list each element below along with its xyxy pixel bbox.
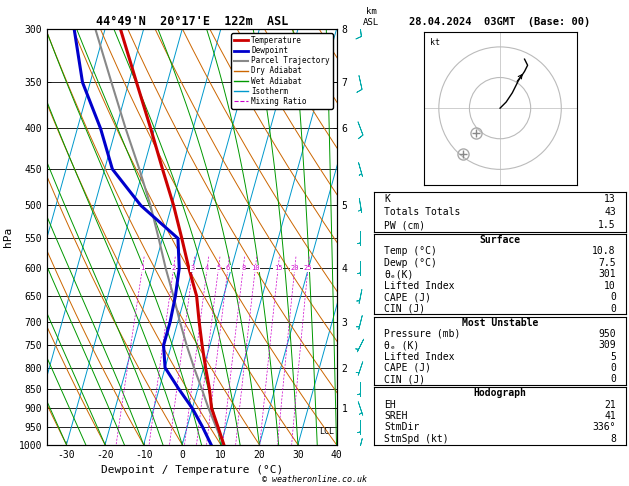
Text: 8: 8 xyxy=(610,434,616,444)
Text: 8: 8 xyxy=(241,265,245,271)
Text: 20: 20 xyxy=(291,265,299,271)
Text: Lifted Index: Lifted Index xyxy=(384,351,455,362)
Text: 309: 309 xyxy=(598,340,616,350)
Y-axis label: hPa: hPa xyxy=(3,227,13,247)
Text: 7.5: 7.5 xyxy=(598,258,616,268)
Text: Temp (°C): Temp (°C) xyxy=(384,246,437,257)
Text: 4: 4 xyxy=(205,265,209,271)
Text: CIN (J): CIN (J) xyxy=(384,374,425,384)
Text: CAPE (J): CAPE (J) xyxy=(384,292,431,302)
Text: 41: 41 xyxy=(604,411,616,421)
Text: 28.04.2024  03GMT  (Base: 00): 28.04.2024 03GMT (Base: 00) xyxy=(409,17,591,27)
Text: 336°: 336° xyxy=(593,422,616,433)
Text: StmSpd (kt): StmSpd (kt) xyxy=(384,434,449,444)
Text: 10.8: 10.8 xyxy=(593,246,616,257)
Text: StmDir: StmDir xyxy=(384,422,420,433)
Text: CAPE (J): CAPE (J) xyxy=(384,363,431,373)
Text: 2: 2 xyxy=(172,265,175,271)
Text: SREH: SREH xyxy=(384,411,408,421)
Text: 1: 1 xyxy=(140,265,145,271)
Text: 10: 10 xyxy=(251,265,260,271)
X-axis label: Dewpoint / Temperature (°C): Dewpoint / Temperature (°C) xyxy=(101,465,283,475)
Text: 301: 301 xyxy=(598,269,616,279)
Text: 0: 0 xyxy=(610,292,616,302)
Text: 5: 5 xyxy=(216,265,221,271)
Text: 3: 3 xyxy=(191,265,195,271)
Title: 44°49'N  20°17'E  122m  ASL: 44°49'N 20°17'E 122m ASL xyxy=(96,15,288,28)
Text: 21: 21 xyxy=(604,399,616,410)
Text: K: K xyxy=(384,193,390,204)
Text: 43: 43 xyxy=(604,207,616,217)
Text: km
ASL: km ASL xyxy=(363,7,379,27)
Text: 950: 950 xyxy=(598,329,616,339)
Text: CIN (J): CIN (J) xyxy=(384,304,425,314)
Text: θₑ (K): θₑ (K) xyxy=(384,340,420,350)
Text: Most Unstable: Most Unstable xyxy=(462,317,538,328)
Text: Dewp (°C): Dewp (°C) xyxy=(384,258,437,268)
Text: 6: 6 xyxy=(226,265,230,271)
Text: Totals Totals: Totals Totals xyxy=(384,207,460,217)
Text: Surface: Surface xyxy=(479,235,521,245)
Text: LCL: LCL xyxy=(320,427,335,436)
Text: Hodograph: Hodograph xyxy=(474,388,526,398)
Legend: Temperature, Dewpoint, Parcel Trajectory, Dry Adiabat, Wet Adiabat, Isotherm, Mi: Temperature, Dewpoint, Parcel Trajectory… xyxy=(231,33,333,109)
Text: PW (cm): PW (cm) xyxy=(384,220,425,230)
Text: 10: 10 xyxy=(604,281,616,291)
Text: 0: 0 xyxy=(610,304,616,314)
Text: 25: 25 xyxy=(304,265,312,271)
Text: kt: kt xyxy=(430,38,440,47)
Text: 0: 0 xyxy=(610,363,616,373)
Text: θₑ(K): θₑ(K) xyxy=(384,269,414,279)
Text: 13: 13 xyxy=(604,193,616,204)
Text: Lifted Index: Lifted Index xyxy=(384,281,455,291)
Text: © weatheronline.co.uk: © weatheronline.co.uk xyxy=(262,474,367,484)
Text: Pressure (mb): Pressure (mb) xyxy=(384,329,460,339)
Text: 5: 5 xyxy=(610,351,616,362)
Text: EH: EH xyxy=(384,399,396,410)
Text: 1.5: 1.5 xyxy=(598,220,616,230)
Text: 15: 15 xyxy=(274,265,282,271)
Text: 0: 0 xyxy=(610,374,616,384)
